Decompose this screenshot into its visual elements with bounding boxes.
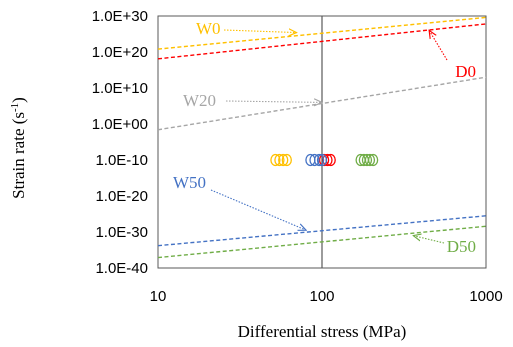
data-point-w50: [316, 153, 328, 167]
x-tick-label: 10: [150, 288, 167, 305]
data-point-d50: [364, 153, 376, 167]
y-tick-label: 1.0E+10: [92, 80, 148, 97]
data-point-w0: [270, 153, 281, 167]
y-tick-label: 1.0E-20: [95, 188, 148, 205]
y-axis-title-main: Strain rate (s: [9, 112, 28, 199]
series-label-w0: W0: [196, 19, 221, 38]
y-tick-label: 1.0E-30: [95, 224, 148, 241]
tick-labels-layer: 1.0E+30 1.0E+20 1.0E+10 1.0E+00 1.0E-10 1.0E-…: [92, 8, 503, 305]
y-tick-label: 1.0E-10: [95, 152, 148, 169]
x-tick-label: 1000: [469, 288, 502, 305]
y-tick-label: 1.0E+20: [92, 44, 148, 61]
annotation-arrow-d50: [413, 236, 445, 244]
series-label-d50: D50: [447, 237, 476, 256]
y-axis-title-close: ): [9, 97, 28, 103]
y-axis-title-superscript: -1: [9, 103, 21, 112]
y-axis-title: Strain rate (s-1): [9, 97, 28, 199]
data-point-d50: [361, 153, 373, 167]
x-tick-label: 100: [309, 288, 334, 305]
annotation-arrow-d0: [429, 30, 448, 61]
y-tick-label: 1.0E+30: [92, 8, 148, 25]
plot-frame-layer: [157, 15, 487, 269]
annotation-arrow-w50: [210, 189, 306, 230]
data-point-d50: [367, 153, 379, 167]
series-line-w0: [157, 16, 487, 50]
annotation-layer: W0 D0 W20 W50 D50: [173, 19, 476, 256]
data-point-w50: [313, 153, 325, 167]
annotation-arrow-w20: [225, 101, 322, 102]
data-point-w0: [281, 153, 292, 167]
y-tick-label: 1.0E+00: [92, 116, 148, 133]
series-line-w50: [157, 215, 487, 247]
series-layer: [157, 16, 487, 259]
x-axis-title: Differential stress (MPa): [238, 322, 407, 341]
data-point-w50: [309, 153, 320, 167]
y-tick-label: 1.0E-40: [95, 260, 148, 277]
data-point-w0: [274, 153, 285, 167]
annotation-arrow-w0: [223, 30, 297, 33]
series-label-w20: W20: [183, 91, 216, 110]
series-line-d50: [157, 225, 487, 259]
series-label-d0: D0: [455, 62, 476, 81]
series-label-w50: W50: [173, 173, 206, 192]
data-point-w0: [278, 153, 289, 167]
